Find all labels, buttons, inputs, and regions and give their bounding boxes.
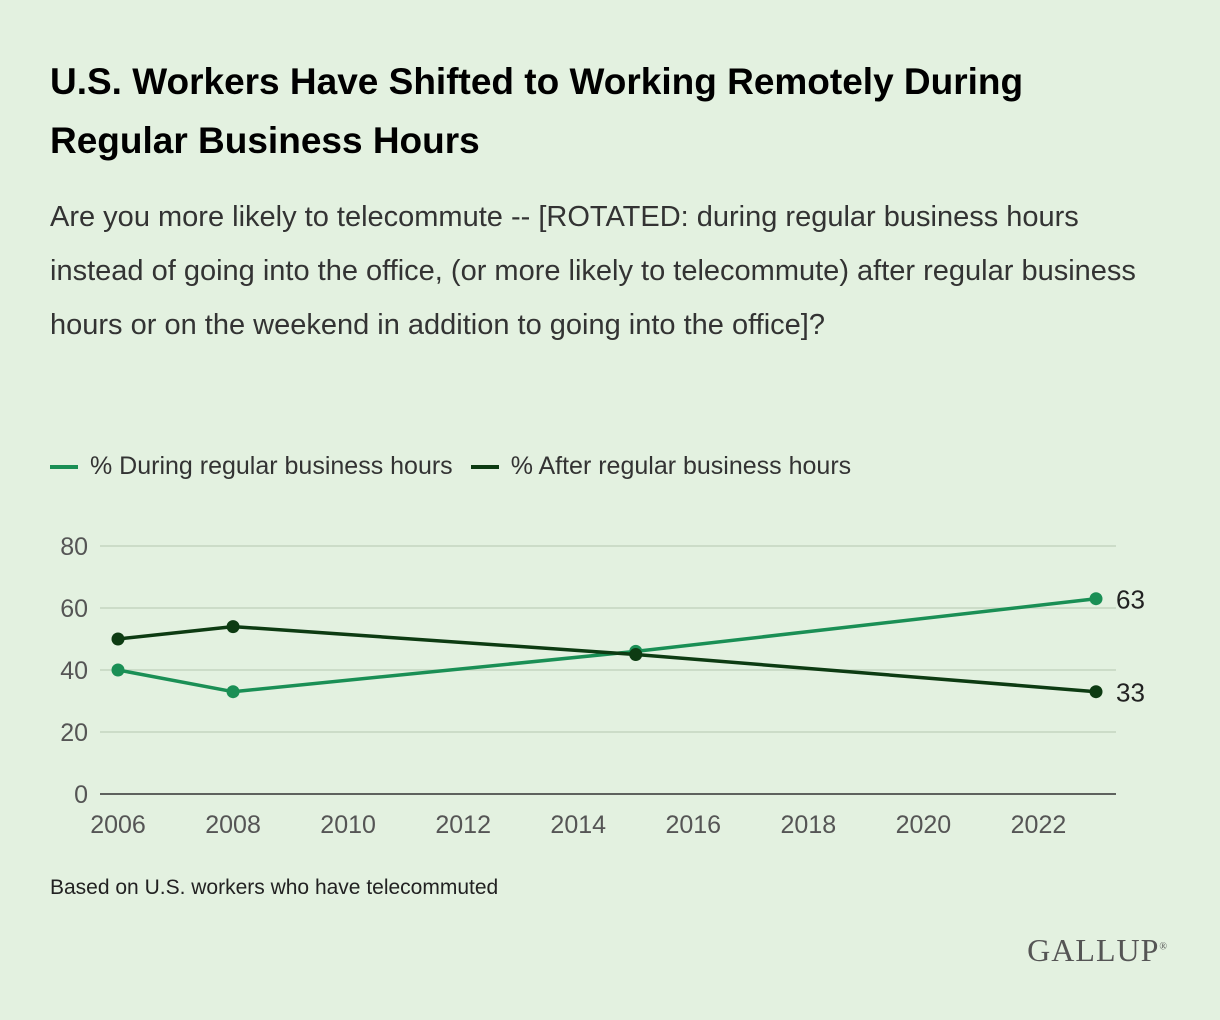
registered-mark: ® (1159, 941, 1168, 953)
y-tick-label: 40 (60, 657, 88, 685)
chart-title: U.S. Workers Have Shifted to Working Rem… (50, 61, 1024, 161)
footnote: Based on U.S. workers who have telecommu… (50, 876, 499, 899)
legend-label-during: % During regular business hours (90, 452, 453, 480)
series-line-0 (117, 596, 1097, 694)
y-tick-label: 20 (60, 719, 88, 747)
x-tick-label: 2022 (1011, 811, 1067, 839)
end-label-0: 63 (1116, 585, 1145, 615)
data-point (629, 648, 643, 661)
x-tick-label: 2010 (320, 811, 376, 839)
x-tick-label: 2016 (665, 811, 721, 839)
legend-swatch-during (50, 464, 78, 469)
x-tick-label: 2014 (550, 811, 606, 839)
x-tick-label: 2008 (205, 811, 261, 839)
legend-swatch-after (470, 464, 499, 469)
series-group: 63 33 (111, 585, 1145, 708)
x-tick-label: 2006 (90, 811, 146, 839)
legend-item-after: % After regular business hours (470, 452, 852, 481)
data-point (111, 663, 125, 677)
gallup-logo: GALLUP® (1027, 932, 1168, 969)
series-line-1 (117, 624, 1097, 694)
y-tick-label: 80 (60, 533, 88, 561)
y-tick-label: 0 (74, 781, 88, 809)
x-axis-ticks: 2006 2008 2010 2012 2014 2016 2018 2020 2022 (90, 811, 1066, 839)
y-tick-label: 60 (60, 595, 88, 623)
data-point (1089, 685, 1103, 699)
x-tick-label: 2020 (896, 811, 952, 839)
logo-text: GALLUP (1027, 932, 1160, 968)
legend: % During regular business hours % After … (50, 452, 869, 481)
legend-item-during: % During regular business hours (50, 452, 453, 481)
data-point (226, 685, 240, 699)
gridlines (100, 545, 1116, 795)
x-tick-label: 2018 (781, 811, 837, 839)
data-point (1089, 592, 1103, 606)
y-axis-ticks: 0 20 40 60 80 (60, 533, 88, 809)
chart-subtitle: Are you more likely to telecommute -- [R… (50, 201, 1136, 341)
data-point (226, 620, 240, 634)
x-tick-label: 2012 (435, 811, 491, 839)
data-point (111, 632, 125, 646)
end-label-1: 33 (1116, 678, 1145, 708)
legend-label-after: % After regular business hours (510, 452, 852, 480)
